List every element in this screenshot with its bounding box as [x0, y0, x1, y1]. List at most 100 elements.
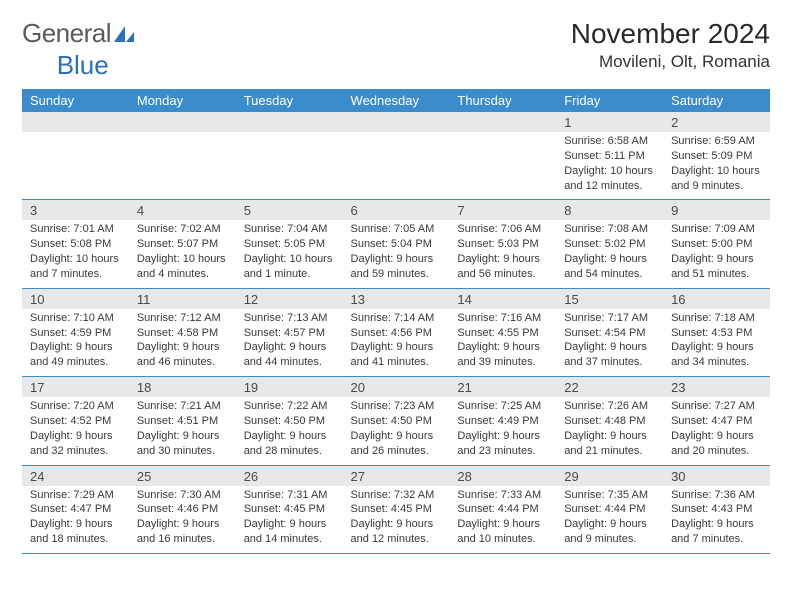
- day-body: Sunrise: 7:04 AMSunset: 5:05 PMDaylight:…: [236, 220, 343, 287]
- day-line: Sunset: 4:47 PM: [30, 502, 121, 517]
- day-line: Sunrise: 7:30 AM: [137, 488, 228, 503]
- brand-word2: Blue: [57, 50, 109, 80]
- day-line: Sunset: 4:56 PM: [351, 326, 442, 341]
- week-row: 17Sunrise: 7:20 AMSunset: 4:52 PMDayligh…: [22, 377, 770, 465]
- day-cell: 12Sunrise: 7:13 AMSunset: 4:57 PMDayligh…: [236, 288, 343, 376]
- day-body: Sunrise: 7:18 AMSunset: 4:53 PMDaylight:…: [663, 309, 770, 376]
- empty-cell: [236, 112, 343, 200]
- day-line: Daylight: 9 hours and 16 minutes.: [137, 517, 228, 547]
- day-line: Daylight: 9 hours and 59 minutes.: [351, 252, 442, 282]
- day-line: Sunrise: 7:14 AM: [351, 311, 442, 326]
- day-cell: 21Sunrise: 7:25 AMSunset: 4:49 PMDayligh…: [449, 377, 556, 465]
- day-cell: 3Sunrise: 7:01 AMSunset: 5:08 PMDaylight…: [22, 200, 129, 288]
- day-cell: 5Sunrise: 7:04 AMSunset: 5:05 PMDaylight…: [236, 200, 343, 288]
- day-body: Sunrise: 7:12 AMSunset: 4:58 PMDaylight:…: [129, 309, 236, 376]
- day-number: 27: [343, 466, 450, 486]
- day-cell: 13Sunrise: 7:14 AMSunset: 4:56 PMDayligh…: [343, 288, 450, 376]
- day-line: Daylight: 9 hours and 37 minutes.: [564, 340, 655, 370]
- day-cell: 7Sunrise: 7:06 AMSunset: 5:03 PMDaylight…: [449, 200, 556, 288]
- day-cell: 15Sunrise: 7:17 AMSunset: 4:54 PMDayligh…: [556, 288, 663, 376]
- day-number: 26: [236, 466, 343, 486]
- day-cell: 2Sunrise: 6:59 AMSunset: 5:09 PMDaylight…: [663, 112, 770, 200]
- day-line: Daylight: 9 hours and 30 minutes.: [137, 429, 228, 459]
- day-line: Daylight: 10 hours and 12 minutes.: [564, 164, 655, 194]
- day-line: Sunset: 4:59 PM: [30, 326, 121, 341]
- day-body: Sunrise: 7:02 AMSunset: 5:07 PMDaylight:…: [129, 220, 236, 287]
- day-line: Daylight: 9 hours and 20 minutes.: [671, 429, 762, 459]
- day-body: [129, 132, 236, 190]
- dow-header: Wednesday: [343, 89, 450, 112]
- dow-header: Thursday: [449, 89, 556, 112]
- dow-header: Friday: [556, 89, 663, 112]
- week-row: 3Sunrise: 7:01 AMSunset: 5:08 PMDaylight…: [22, 200, 770, 288]
- day-number: 18: [129, 377, 236, 397]
- day-line: Daylight: 9 hours and 49 minutes.: [30, 340, 121, 370]
- day-cell: 16Sunrise: 7:18 AMSunset: 4:53 PMDayligh…: [663, 288, 770, 376]
- day-body: Sunrise: 7:17 AMSunset: 4:54 PMDaylight:…: [556, 309, 663, 376]
- day-line: Sunset: 4:57 PM: [244, 326, 335, 341]
- day-line: Sunrise: 7:08 AM: [564, 222, 655, 237]
- week-row: 24 Sunrise: 7:29 AMSunset: 4:47 PM Dayligh…: [22, 465, 770, 553]
- day-cell: 14Sunrise: 7:16 AMSunset: 4:55 PMDayligh…: [449, 288, 556, 376]
- day-line: Sunset: 4:53 PM: [671, 326, 762, 341]
- day-line: Sunrise: 6:58 AM: [564, 134, 655, 149]
- day-body: Sunrise: 7:05 AMSunset: 5:04 PMDaylight:…: [343, 220, 450, 287]
- day-line: Sunrise: 7:22 AM: [244, 399, 335, 414]
- day-line: Sunset: 5:11 PM: [564, 149, 655, 164]
- dow-header: Saturday: [663, 89, 770, 112]
- day-line: Sunset: 5:05 PM: [244, 237, 335, 252]
- day-line: Daylight: 9 hours and 23 minutes.: [457, 429, 548, 459]
- day-number: 14: [449, 289, 556, 309]
- day-body: Sunrise: 7:26 AMSunset: 4:48 PMDaylight:…: [556, 397, 663, 464]
- day-body: Sunrise: 7:13 AMSunset: 4:57 PMDaylight:…: [236, 309, 343, 376]
- day-number: 24: [22, 466, 129, 486]
- day-line: Sunrise: 7:33 AM: [457, 488, 548, 503]
- day-body: Sunrise: 7:33 AMSunset: 4:44 PMDaylight:…: [449, 486, 556, 553]
- day-line: Sunrise: 7:04 AM: [244, 222, 335, 237]
- day-line: Sunrise: 7:29 AM: [30, 488, 121, 503]
- day-cell: 25Sunrise: 7:30 AMSunset: 4:46 PMDayligh…: [129, 465, 236, 553]
- day-line: Sunset: 5:04 PM: [351, 237, 442, 252]
- day-cell: 6Sunrise: 7:05 AMSunset: 5:04 PMDaylight…: [343, 200, 450, 288]
- day-line: Daylight: 9 hours and 10 minutes.: [457, 517, 548, 547]
- day-number: 3: [22, 200, 129, 220]
- brand-second-line: GeBlue: [22, 50, 770, 81]
- day-body: Sunrise: 7:30 AMSunset: 4:46 PMDaylight:…: [129, 486, 236, 553]
- empty-cell: [22, 112, 129, 200]
- day-body: Sunrise: 7:01 AMSunset: 5:08 PMDaylight:…: [22, 220, 129, 287]
- day-line: Sunset: 4:47 PM: [671, 414, 762, 429]
- day-number: 29: [556, 466, 663, 486]
- day-cell: 10Sunrise: 7:10 AMSunset: 4:59 PMDayligh…: [22, 288, 129, 376]
- calendar-table: SundayMondayTuesdayWednesdayThursdayFrid…: [22, 89, 770, 554]
- day-line: Sunset: 4:50 PM: [351, 414, 442, 429]
- day-line: Daylight: 9 hours and 7 minutes.: [671, 517, 762, 547]
- day-line: Sunset: 4:50 PM: [244, 414, 335, 429]
- day-cell: 1Sunrise: 6:58 AMSunset: 5:11 PMDaylight…: [556, 112, 663, 200]
- day-number: 9: [663, 200, 770, 220]
- day-line: Sunrise: 7:13 AM: [244, 311, 335, 326]
- day-line: Sunrise: 7:36 AM: [671, 488, 762, 503]
- day-number: 12: [236, 289, 343, 309]
- day-line: Sunset: 4:48 PM: [564, 414, 655, 429]
- day-line: Daylight: 9 hours and 34 minutes.: [671, 340, 762, 370]
- day-line: Sunset: 5:02 PM: [564, 237, 655, 252]
- day-line: Sunrise: 7:35 AM: [564, 488, 655, 503]
- day-line: Sunset: 4:52 PM: [30, 414, 121, 429]
- day-line: Daylight: 9 hours and 28 minutes.: [244, 429, 335, 459]
- day-line: Sunrise: 7:32 AM: [351, 488, 442, 503]
- day-cell: 11Sunrise: 7:12 AMSunset: 4:58 PMDayligh…: [129, 288, 236, 376]
- dow-header: Monday: [129, 89, 236, 112]
- day-cell: 23Sunrise: 7:27 AMSunset: 4:47 PMDayligh…: [663, 377, 770, 465]
- day-body: Sunrise: 7:31 AMSunset: 4:45 PMDaylight:…: [236, 486, 343, 553]
- day-line: Daylight: 9 hours and 12 minutes.: [351, 517, 442, 547]
- day-line: Sunset: 4:44 PM: [564, 502, 655, 517]
- day-body: Sunrise: 7:14 AMSunset: 4:56 PMDaylight:…: [343, 309, 450, 376]
- dow-header: Sunday: [22, 89, 129, 112]
- day-cell: 20Sunrise: 7:23 AMSunset: 4:50 PMDayligh…: [343, 377, 450, 465]
- day-line: Sunset: 5:00 PM: [671, 237, 762, 252]
- day-body: Sunrise: 7:21 AMSunset: 4:51 PMDaylight:…: [129, 397, 236, 464]
- day-line: Daylight: 9 hours and 51 minutes.: [671, 252, 762, 282]
- day-cell: 24Sunrise: 7:29 AMSunset: 4:47 PMDayligh…: [22, 465, 129, 553]
- day-body: Sunrise: 7:16 AMSunset: 4:55 PMDaylight:…: [449, 309, 556, 376]
- day-number: 8: [556, 200, 663, 220]
